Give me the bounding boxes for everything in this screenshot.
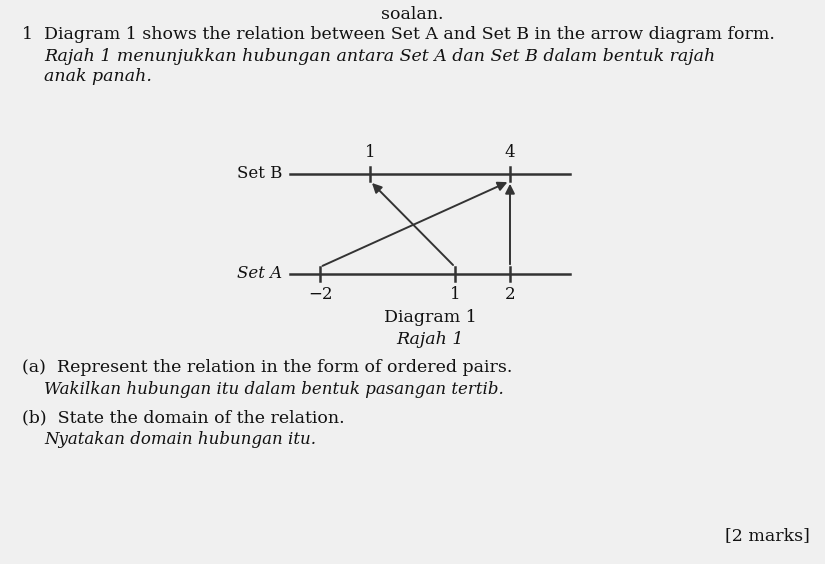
Text: 2: 2 [505, 286, 516, 303]
Text: Rajah 1 menunjukkan hubungan antara Set A dan Set B dalam bentuk rajah: Rajah 1 menunjukkan hubungan antara Set … [44, 48, 715, 65]
Text: Rajah 1: Rajah 1 [396, 331, 464, 348]
Text: Nyatakan domain hubungan itu.: Nyatakan domain hubungan itu. [44, 431, 316, 448]
Text: [2 marks]: [2 marks] [725, 527, 810, 544]
Text: 1: 1 [365, 144, 375, 161]
Text: Diagram 1 shows the relation between Set A and Set B in the arrow diagram form.: Diagram 1 shows the relation between Set… [44, 26, 775, 43]
Text: (a)  Represent the relation in the form of ordered pairs.: (a) Represent the relation in the form o… [22, 359, 512, 376]
Text: anak panah.: anak panah. [44, 68, 152, 85]
Text: Diagram 1: Diagram 1 [384, 309, 476, 326]
Text: −2: −2 [308, 286, 332, 303]
Text: 1: 1 [22, 26, 33, 43]
Text: 1: 1 [450, 286, 460, 303]
Text: (b)  State the domain of the relation.: (b) State the domain of the relation. [22, 409, 345, 426]
Text: Set B: Set B [237, 165, 282, 183]
Text: soalan.: soalan. [381, 6, 443, 23]
Text: Wakilkan hubungan itu dalam bentuk pasangan tertib.: Wakilkan hubungan itu dalam bentuk pasan… [44, 381, 504, 398]
Text: 4: 4 [505, 144, 516, 161]
Text: Set A: Set A [237, 266, 282, 283]
